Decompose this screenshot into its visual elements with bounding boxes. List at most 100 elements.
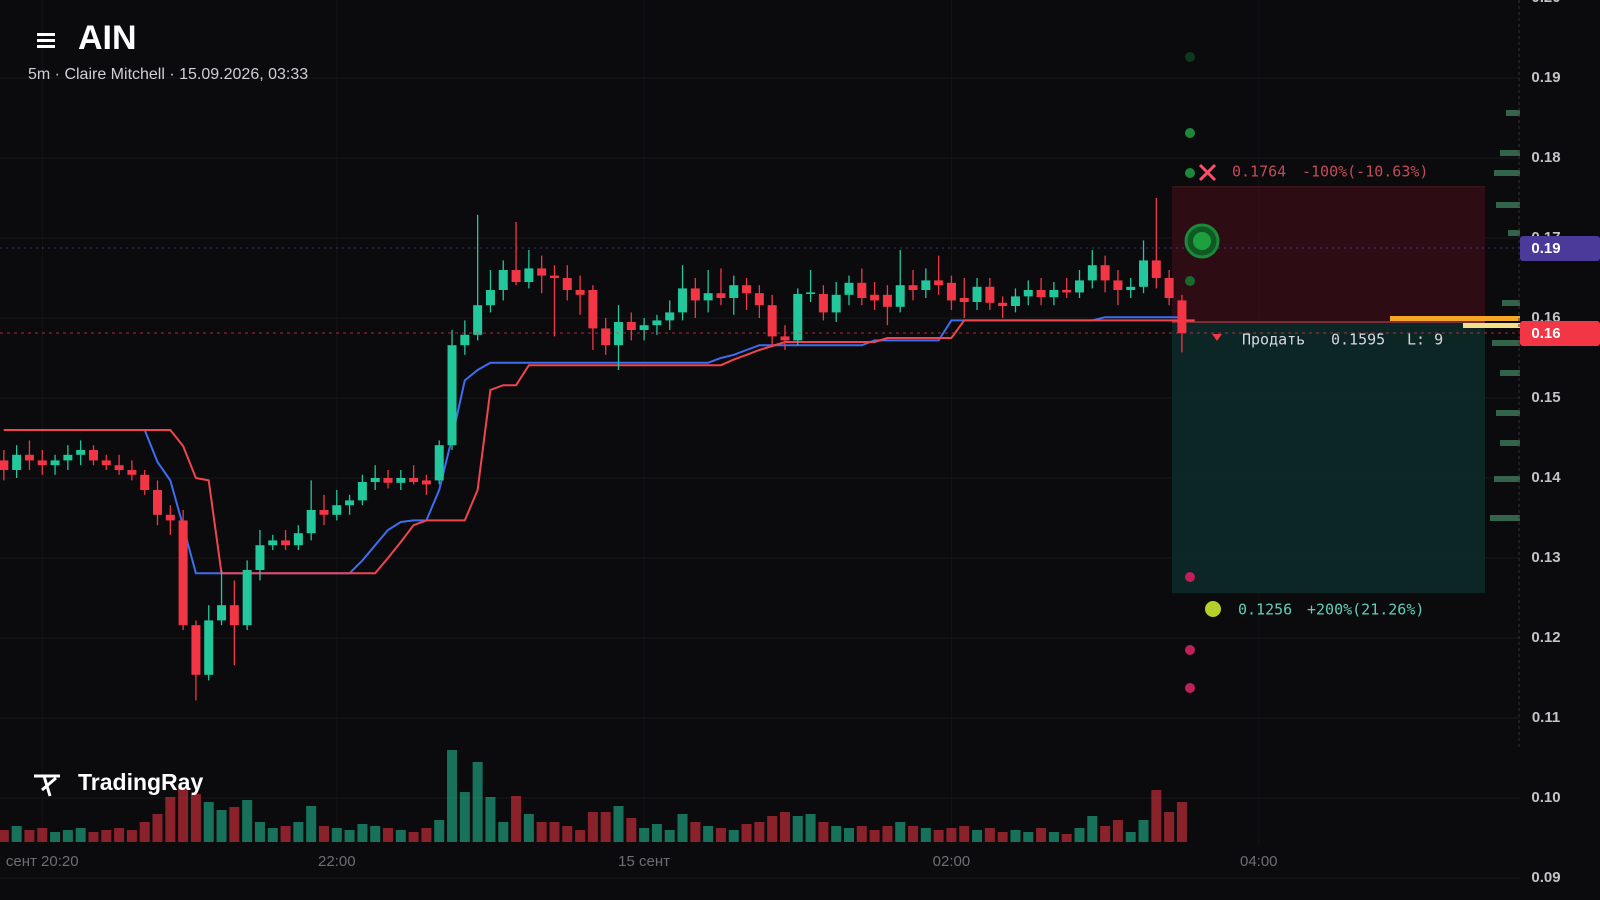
volume-bar <box>882 826 893 842</box>
candle-body <box>549 275 559 278</box>
volume-bar <box>472 762 483 842</box>
volume-bar <box>267 828 278 842</box>
volume-bar <box>600 812 611 842</box>
volume-bar <box>344 830 355 842</box>
candle-body <box>268 540 278 546</box>
volume-bar <box>575 830 586 842</box>
volume-bar <box>792 816 803 842</box>
volume-bar <box>24 830 35 842</box>
candle-body <box>1177 300 1187 334</box>
candle-body <box>562 278 572 290</box>
candle-body <box>319 510 329 515</box>
logo: TradingRay <box>78 769 203 795</box>
y-tick-label: 0.15 <box>1531 389 1560 406</box>
candle-body <box>626 322 636 330</box>
volume-bar <box>203 802 214 842</box>
candle-body <box>754 293 764 306</box>
volume-bar <box>523 814 534 842</box>
candle-body <box>729 285 739 298</box>
volume-bar <box>1176 802 1187 842</box>
volume-bar <box>549 822 560 842</box>
price-badge-label: 0.19 <box>1531 240 1560 257</box>
price-badge <box>1520 236 1600 261</box>
candle-body <box>934 280 944 286</box>
volume-bar <box>651 824 662 842</box>
candle-body <box>780 336 790 341</box>
candle-body <box>1113 280 1123 290</box>
volume-bar <box>728 830 739 842</box>
candle-body <box>1087 265 1097 281</box>
x-tick-label: 15 сент <box>618 853 670 870</box>
volume-bar <box>1010 830 1021 842</box>
volume-profile <box>1490 110 1520 521</box>
entry-price: 0.1595 <box>1331 331 1385 349</box>
x-tick-label: 22:00 <box>318 853 356 870</box>
candle-body <box>396 478 406 483</box>
candle-body <box>1023 290 1033 297</box>
candle-body <box>690 288 700 301</box>
candle-body <box>12 454 22 470</box>
volume-bar <box>139 822 150 842</box>
qty-label: L: 9 <box>1407 331 1443 349</box>
candle-body <box>652 320 662 326</box>
candle-body <box>127 470 137 475</box>
volume-bar <box>421 828 432 842</box>
volume-bar <box>984 828 995 842</box>
volume-bar <box>1112 820 1123 842</box>
y-tick-label: 0.13 <box>1531 549 1560 566</box>
volume-bar <box>434 820 445 842</box>
y-tick-label: 0.09 <box>1531 869 1560 886</box>
candle-body <box>383 478 393 483</box>
volume-bar <box>370 826 381 842</box>
candle-body <box>665 312 675 321</box>
candle-body <box>972 286 982 302</box>
y-tick-label: 0.10 <box>1531 789 1560 806</box>
candle-body <box>409 478 419 482</box>
x-tick-label: сент 20:20 <box>6 853 79 870</box>
volume-bar <box>88 832 99 842</box>
candle-body <box>473 305 483 335</box>
indicator-line <box>3 319 1195 575</box>
candle-body <box>293 533 303 546</box>
candle-body <box>460 334 470 346</box>
volume-bar <box>1164 812 1175 842</box>
y-tick-label: 0.12 <box>1531 629 1560 646</box>
volume-bar <box>946 828 957 842</box>
volume-bar <box>767 816 778 842</box>
candle-body <box>678 288 688 313</box>
candle-body <box>985 286 995 303</box>
candle-body <box>818 294 828 313</box>
subtitle: 5m · Claire Mitchell · 15.09.2026, 03:33 <box>28 66 308 83</box>
volume-bar <box>920 828 931 842</box>
candle-body <box>1074 280 1084 293</box>
volume-bar <box>178 787 189 842</box>
candle-body <box>1010 296 1020 306</box>
volume-bar <box>447 750 458 842</box>
volume-bar <box>62 830 73 842</box>
volume-bar <box>511 796 522 842</box>
volume-bar <box>408 832 419 842</box>
volume-bar <box>959 826 970 842</box>
y-tick-label: 0.14 <box>1531 469 1561 486</box>
candle-body <box>844 282 854 295</box>
volume-bar <box>318 826 329 842</box>
candle-body <box>639 325 649 330</box>
candle-body <box>601 328 611 346</box>
volume-bar <box>1036 828 1047 842</box>
candle-body <box>63 454 73 461</box>
candle-body <box>857 282 867 298</box>
candle-body <box>345 500 355 506</box>
volume-bar <box>639 828 650 842</box>
candle-body <box>357 482 367 501</box>
candle-body <box>1139 260 1149 287</box>
volume-bar <box>1061 834 1072 842</box>
volume-bar <box>895 822 906 842</box>
candle-body <box>255 545 265 570</box>
candle-body <box>882 294 892 307</box>
stop-price: 0.1764 <box>1232 162 1286 180</box>
volume-bar <box>997 832 1008 842</box>
order-line <box>1390 316 1520 321</box>
stop-zone <box>1172 186 1485 322</box>
symbol-title: AIN <box>78 19 137 57</box>
